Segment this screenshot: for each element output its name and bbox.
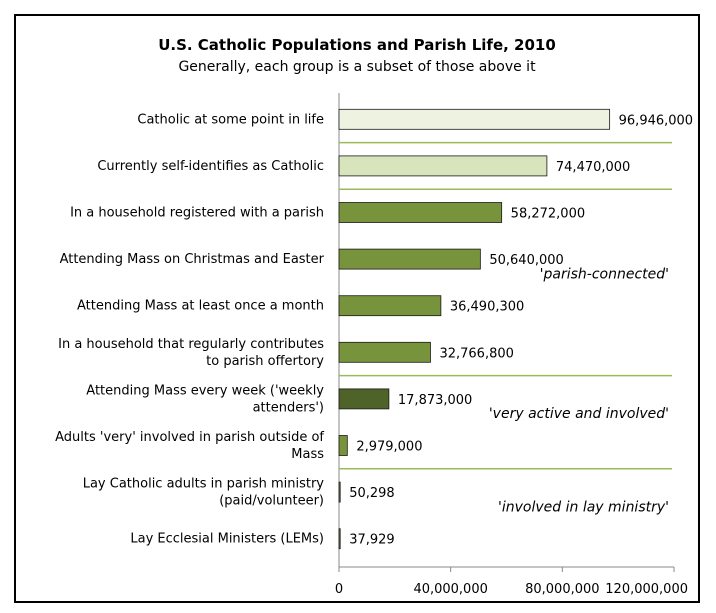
bar xyxy=(338,481,341,503)
bar xyxy=(338,155,548,177)
data-label: 96,946,000 xyxy=(619,113,693,128)
data-label: 17,873,000 xyxy=(398,393,472,408)
plot-area: Catholic at some point in life 96,946,000… xyxy=(55,93,693,597)
bar xyxy=(338,435,348,456)
bar xyxy=(338,108,611,130)
chart-frame: U.S. Catholic Populations and Parish Lif… xyxy=(14,14,700,603)
category-label: Lay Catholic adults in parish ministry (p… xyxy=(83,477,325,509)
bar xyxy=(338,388,390,410)
group-annotation: 'very active and involved' xyxy=(489,406,669,422)
data-label: 58,272,000 xyxy=(511,207,585,222)
chart-title: U.S. Catholic Populations and Parish Lif… xyxy=(158,36,556,54)
group-annotation: 'parish-connected' xyxy=(540,266,669,282)
category-label: Catholic at some point in life xyxy=(137,112,324,127)
bar xyxy=(338,528,341,550)
category-label: Attending Mass on Christmas and Easter xyxy=(60,252,325,267)
data-label: 74,470,000 xyxy=(556,160,630,175)
bar xyxy=(338,341,431,363)
data-label: 50,640,000 xyxy=(489,253,563,268)
category-label: Attending Mass every week ('weekly attend… xyxy=(86,383,324,415)
category-label: In a household registered with a parish xyxy=(70,206,324,221)
x-tick-label: 120,000,000 xyxy=(605,582,688,597)
x-tick-label: 0 xyxy=(335,582,343,597)
x-tick-label: 80,000,000 xyxy=(525,582,599,597)
data-label: 2,979,000 xyxy=(356,440,422,455)
data-label: 37,929 xyxy=(349,533,395,548)
category-label: In a household that regularly contribute… xyxy=(58,337,324,369)
bar xyxy=(338,248,481,270)
chart-svg: U.S. Catholic Populations and Parish Lif… xyxy=(55,36,693,597)
category-label: Adults 'very' involved in parish outside… xyxy=(55,430,324,462)
chart-subtitle: Generally, each group is a subset of tho… xyxy=(178,59,536,75)
data-label: 32,766,800 xyxy=(439,346,513,361)
category-label: Lay Ecclesial Ministers (LEMs) xyxy=(130,532,324,547)
data-label: 36,490,300 xyxy=(450,300,524,315)
category-label: Currently self-identifies as Catholic xyxy=(97,159,324,174)
category-label: Attending Mass at least once a month xyxy=(77,299,324,314)
bar xyxy=(338,202,503,223)
data-label: 50,298 xyxy=(349,486,395,501)
bar xyxy=(338,295,442,317)
group-annotation: 'involved in lay ministry' xyxy=(498,499,669,515)
x-tick-label: 40,000,000 xyxy=(413,582,487,597)
